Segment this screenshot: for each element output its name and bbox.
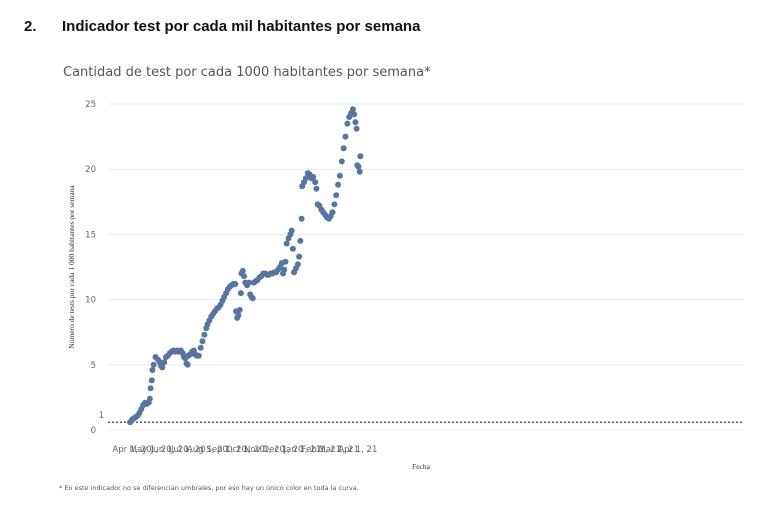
data-point [310, 174, 317, 180]
data-point [298, 215, 305, 222]
data-point [352, 119, 359, 126]
data-point [297, 237, 304, 244]
y-axis-ticks: 0 5 10 15 20 25 [85, 100, 96, 436]
section-number: 2. [24, 18, 37, 35]
data-point [329, 209, 336, 216]
data-point [147, 385, 154, 392]
x-tick-label: Oct 1, 20 [226, 445, 265, 455]
data-point [312, 179, 319, 186]
data-point [353, 125, 360, 132]
data-point [201, 331, 208, 338]
data-point [289, 245, 296, 252]
section-title: Indicador test por cada mil habitantes p… [62, 18, 421, 35]
data-points [127, 106, 364, 426]
data-point [288, 227, 295, 234]
data-point [336, 172, 343, 179]
data-point [239, 267, 246, 274]
y-axis-title: Número de tests por cada 1 000 habitante… [67, 185, 76, 349]
x-tick-label: Sep 1, 20 [207, 445, 247, 455]
data-point [150, 361, 157, 368]
y-tick-label: 25 [85, 100, 96, 110]
y-tick-label: 10 [85, 296, 96, 306]
y-tick-label: 15 [85, 230, 96, 240]
data-point [149, 367, 156, 373]
x-axis-title: Fecha [412, 462, 431, 471]
x-tick-label: Aug 1, 20 [187, 445, 228, 455]
reference-line-group: 1 [99, 411, 744, 423]
data-point [237, 290, 244, 297]
data-point [294, 261, 301, 268]
data-point [356, 168, 363, 175]
x-tick-label: Nov 1, 20 [244, 445, 285, 455]
reference-line-label: 1 [99, 411, 104, 421]
data-point [342, 133, 349, 140]
y-tick-label: 0 [91, 426, 96, 436]
x-tick-label: Jan 1, 21 [282, 445, 320, 455]
data-point [302, 175, 309, 182]
grid-lines [108, 103, 744, 431]
data-point [184, 361, 191, 368]
data-point [246, 279, 252, 286]
data-point [333, 192, 340, 199]
x-tick-label: Mar 1, 21 [319, 445, 359, 455]
data-point [281, 266, 288, 273]
y-tick-label: 5 [91, 361, 96, 371]
data-point [159, 364, 166, 371]
data-point [349, 106, 356, 113]
section-heading: 2. Indicador test por cada mil habitantes… [24, 18, 420, 35]
data-point [161, 359, 168, 366]
data-point [146, 395, 153, 402]
x-tick-label: Apr 1, 21 [338, 445, 377, 455]
x-tick-label: Feb 1, 21 [302, 445, 341, 455]
data-point [283, 240, 290, 247]
data-point [148, 377, 155, 384]
x-tick-label: Apr 1, 20 [112, 445, 151, 455]
footnote: * En este indicador no se diferencian um… [59, 484, 359, 492]
data-point [335, 181, 342, 188]
data-point [195, 352, 202, 359]
x-tick-label: Jun 1, 20 [150, 445, 189, 455]
data-point [232, 281, 239, 287]
x-tick-label: Dec 1, 20 [263, 445, 304, 455]
x-tick-label: May 1, 20 [130, 445, 172, 455]
data-point [355, 163, 362, 170]
data-point [357, 153, 364, 160]
data-point [249, 295, 256, 302]
data-point [340, 145, 347, 152]
y-tick-label: 20 [85, 165, 96, 175]
data-point [351, 111, 358, 118]
x-tick-label: Jul 1, 20 [170, 445, 206, 455]
data-point [236, 307, 243, 313]
data-point [338, 158, 345, 165]
data-point [282, 258, 289, 265]
data-point [296, 253, 303, 260]
data-point [344, 120, 351, 127]
data-point [313, 185, 320, 192]
data-point [197, 344, 204, 351]
chart-title: Cantidad de test por cada 1000 habitante… [63, 65, 431, 80]
data-point [235, 312, 242, 319]
data-point [331, 201, 338, 208]
data-point [199, 338, 206, 345]
data-point [241, 273, 247, 280]
